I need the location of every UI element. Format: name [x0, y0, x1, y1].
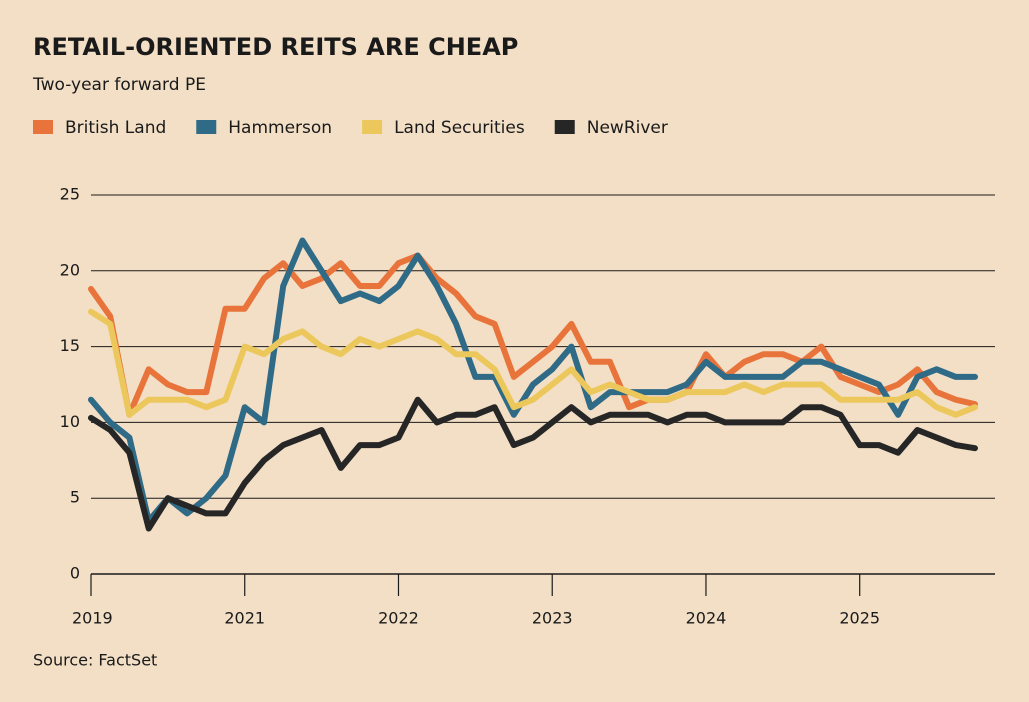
series-line [88, 308, 978, 418]
x-tick-label: 2023 [532, 609, 573, 628]
legend-label: Land Securities [394, 118, 525, 138]
chart-subtitle: Two-year forward PE [32, 75, 206, 95]
y-tick-label: 20 [60, 260, 80, 279]
legend-label: British Land [65, 118, 166, 138]
legend-swatch [554, 120, 575, 134]
y-tick-label: 25 [60, 185, 80, 204]
x-tick-label: 2024 [686, 609, 727, 628]
legend-label: NewRiver [587, 118, 668, 138]
legend-label: Hammerson [228, 118, 332, 138]
legend-swatch [33, 120, 53, 134]
x-tick-label: 2019 [72, 609, 113, 628]
x-tick-label: 2021 [224, 609, 265, 628]
x-tick-label: 2022 [378, 609, 419, 628]
chart-title: RETAIL-ORIENTED REITS ARE CHEAP [33, 33, 518, 61]
x-tick-label: 2025 [839, 609, 880, 628]
y-tick-label: 5 [70, 488, 80, 507]
legend-swatch [362, 120, 383, 134]
y-tick-label: 15 [60, 336, 80, 355]
y-tick-label: 10 [60, 412, 80, 431]
y-tick-label: 0 [70, 564, 80, 583]
series-line [88, 396, 978, 532]
legend-swatch [196, 120, 217, 134]
series-line [88, 237, 978, 524]
source: Source: FactSet [33, 651, 157, 670]
series-line [88, 252, 978, 418]
